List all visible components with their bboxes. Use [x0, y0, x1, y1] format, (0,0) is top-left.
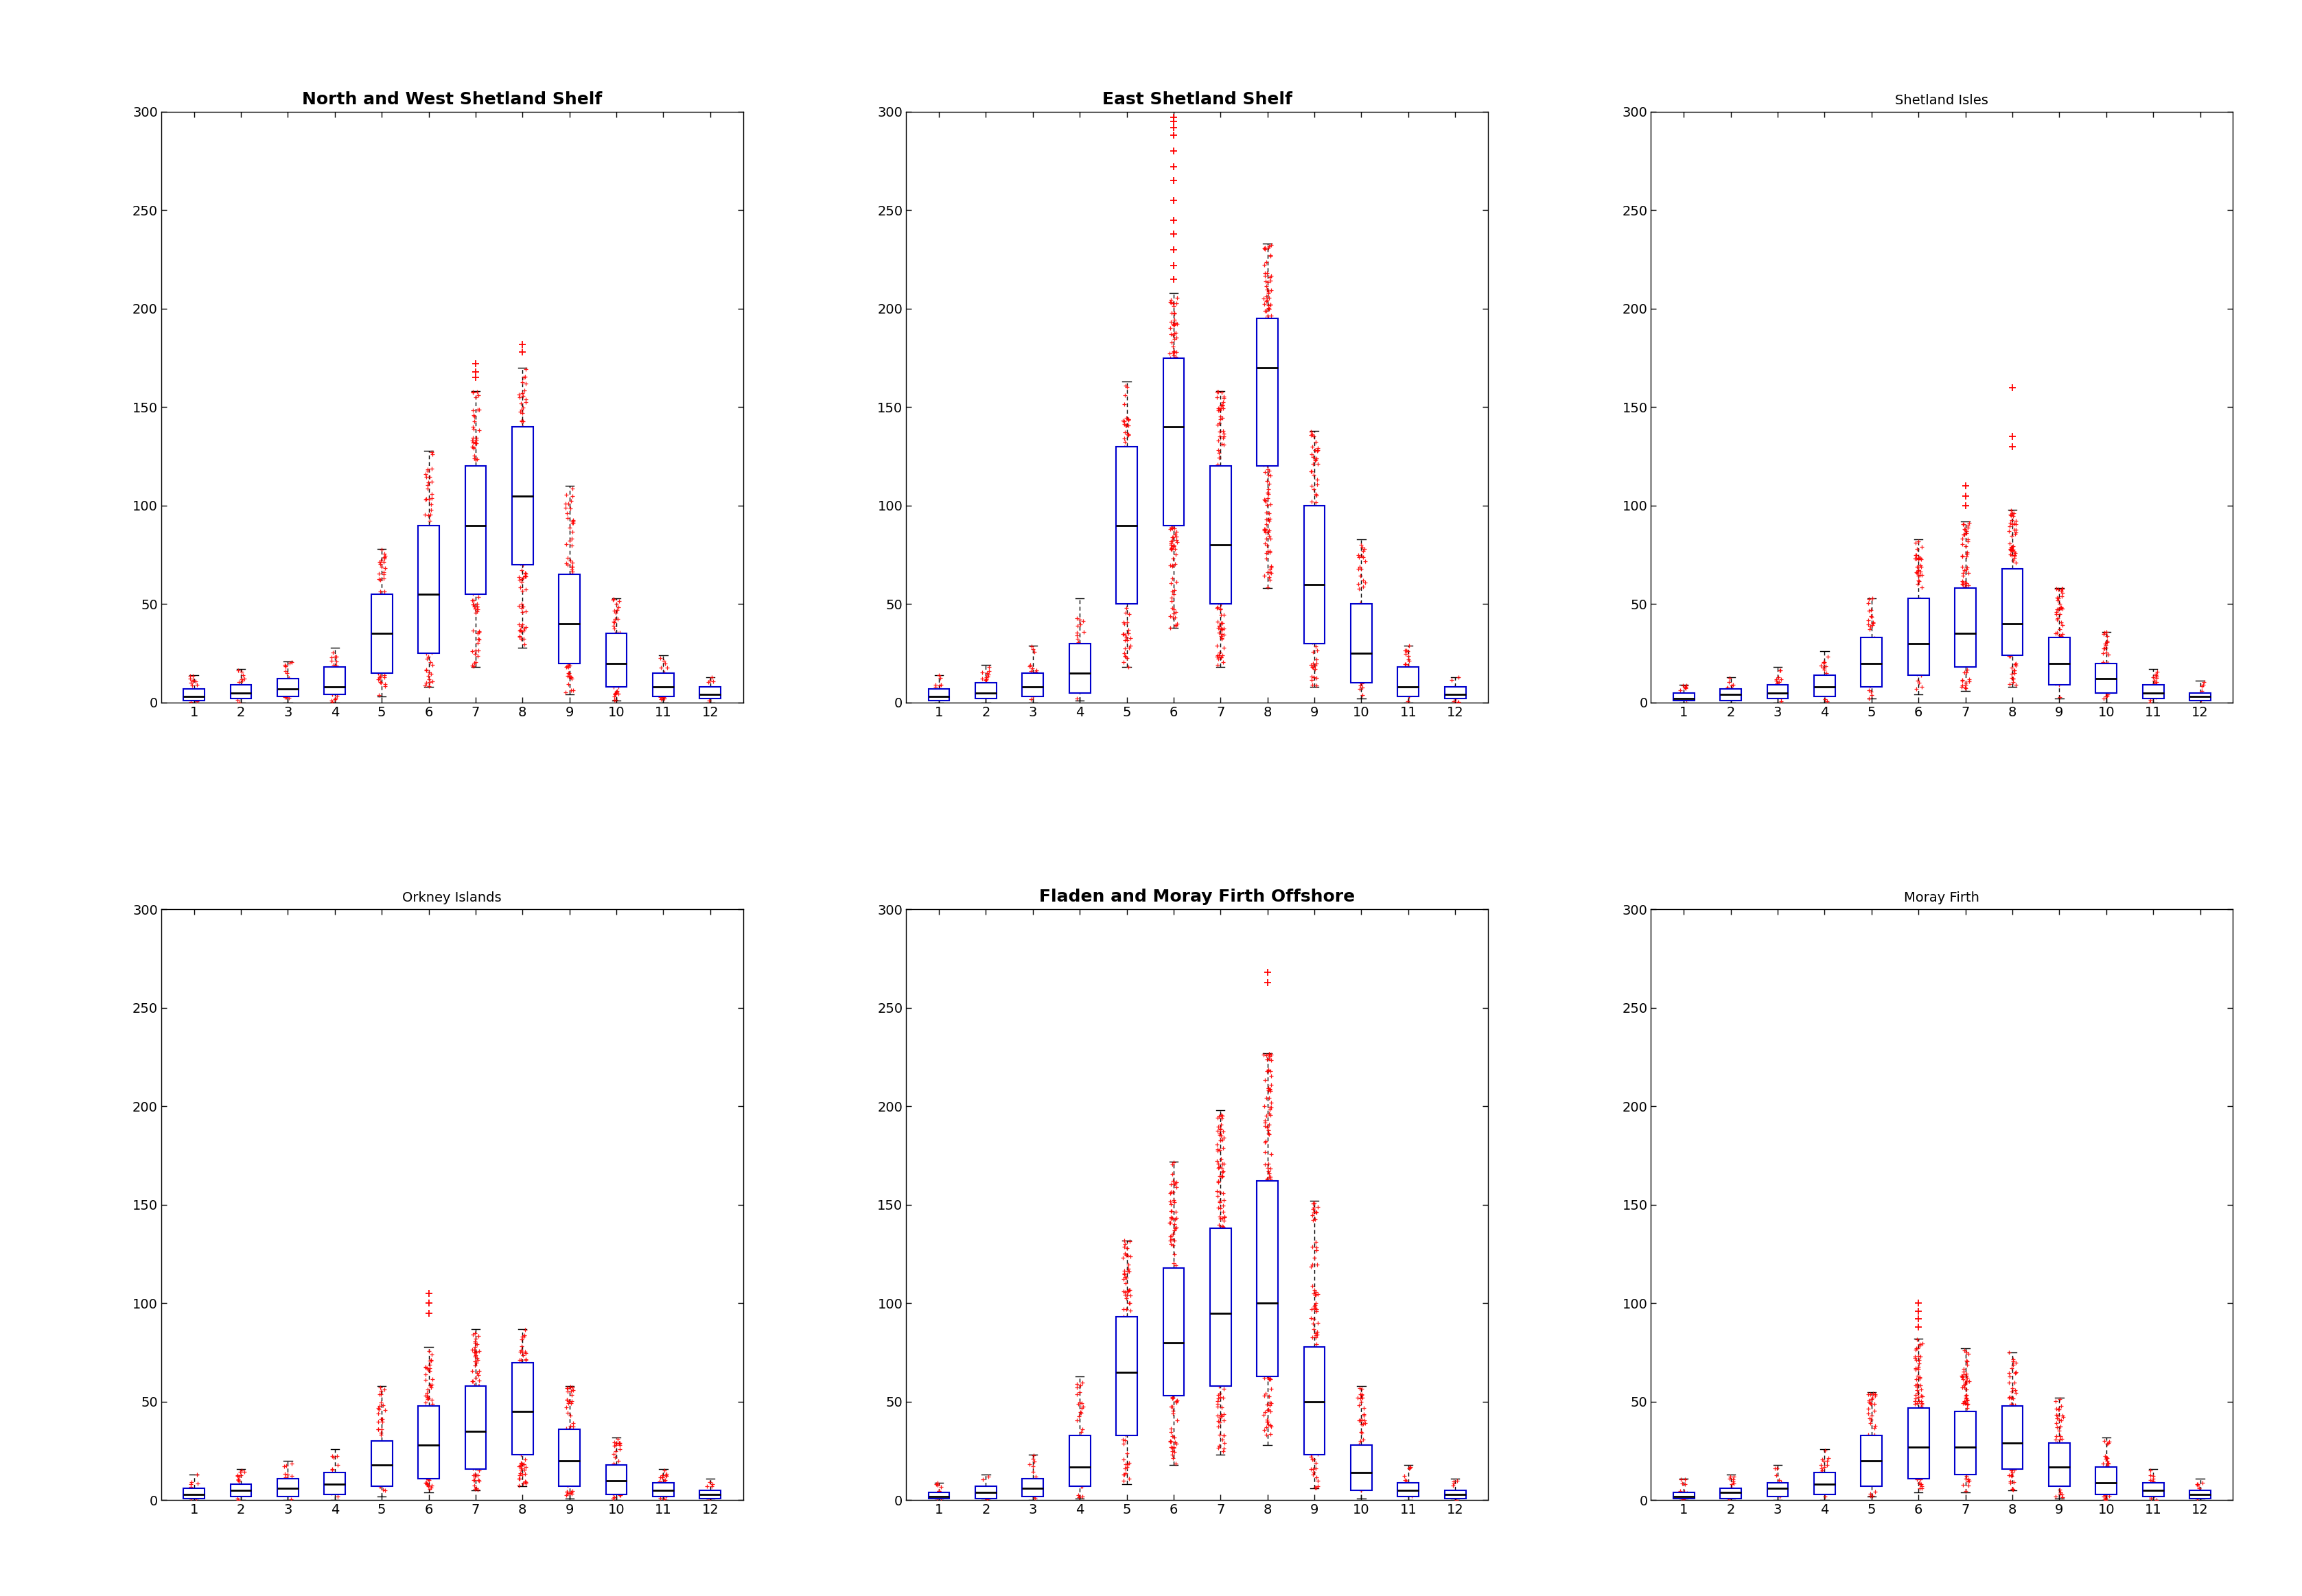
- Bar: [1257, 319, 1278, 466]
- Bar: [1860, 1435, 1883, 1486]
- Bar: [1674, 693, 1694, 701]
- Bar: [1351, 1444, 1372, 1491]
- Title: Shetland Isles: Shetland Isles: [1895, 94, 1989, 107]
- Bar: [1068, 643, 1091, 693]
- Bar: [654, 1483, 674, 1497]
- Title: North and West Shetland Shelf: North and West Shetland Shelf: [302, 91, 603, 107]
- Bar: [2003, 568, 2023, 656]
- Bar: [2143, 685, 2164, 699]
- Bar: [2143, 1483, 2164, 1497]
- Bar: [511, 426, 534, 565]
- Bar: [928, 689, 948, 701]
- Title: Moray Firth: Moray Firth: [1904, 892, 1980, 905]
- Title: Fladen and Moray Firth Offshore: Fladen and Moray Firth Offshore: [1038, 889, 1356, 905]
- Bar: [276, 1478, 299, 1497]
- Bar: [654, 674, 674, 697]
- Bar: [1116, 1317, 1137, 1435]
- Bar: [1022, 1478, 1043, 1497]
- Title: Orkney Islands: Orkney Islands: [403, 892, 502, 905]
- Bar: [1720, 689, 1740, 701]
- Bar: [700, 686, 721, 699]
- Bar: [371, 1441, 391, 1486]
- Bar: [605, 634, 626, 686]
- Bar: [976, 1486, 997, 1499]
- Bar: [2189, 693, 2210, 701]
- Bar: [419, 525, 440, 653]
- Bar: [2049, 637, 2069, 685]
- Bar: [1954, 589, 1975, 667]
- Bar: [605, 1465, 626, 1494]
- Bar: [1814, 1473, 1835, 1494]
- Bar: [1163, 358, 1183, 525]
- Title: East Shetland Shelf: East Shetland Shelf: [1103, 91, 1291, 107]
- Bar: [184, 1489, 205, 1499]
- Bar: [230, 1484, 251, 1497]
- Bar: [1768, 1483, 1789, 1497]
- Bar: [184, 689, 205, 701]
- Bar: [1954, 1411, 1975, 1475]
- Bar: [276, 678, 299, 697]
- Bar: [2003, 1406, 2023, 1468]
- Bar: [1446, 1491, 1466, 1499]
- Bar: [1351, 605, 1372, 683]
- Bar: [2049, 1443, 2069, 1486]
- Bar: [1768, 685, 1789, 699]
- Bar: [928, 1492, 948, 1499]
- Bar: [465, 466, 486, 594]
- Bar: [1303, 1347, 1326, 1456]
- Bar: [1257, 1181, 1278, 1376]
- Bar: [700, 1491, 721, 1499]
- Bar: [1211, 1229, 1232, 1385]
- Bar: [325, 667, 345, 694]
- Bar: [230, 685, 251, 699]
- Bar: [2095, 1467, 2118, 1494]
- Bar: [511, 1363, 534, 1456]
- Bar: [1446, 686, 1466, 699]
- Bar: [559, 575, 580, 664]
- Bar: [1116, 447, 1137, 605]
- Bar: [371, 594, 391, 674]
- Bar: [1163, 1267, 1183, 1396]
- Bar: [1211, 466, 1232, 605]
- Bar: [465, 1385, 486, 1468]
- Bar: [1814, 675, 1835, 697]
- Bar: [2095, 664, 2118, 693]
- Bar: [1860, 637, 1883, 686]
- Bar: [325, 1473, 345, 1494]
- Bar: [1303, 506, 1326, 643]
- Bar: [976, 683, 997, 699]
- Bar: [1908, 598, 1929, 675]
- Bar: [1720, 1489, 1740, 1499]
- Bar: [1397, 667, 1418, 697]
- Bar: [419, 1406, 440, 1478]
- Bar: [1397, 1483, 1418, 1497]
- Bar: [1022, 674, 1043, 697]
- Bar: [2189, 1491, 2210, 1499]
- Bar: [559, 1430, 580, 1486]
- Bar: [1908, 1408, 1929, 1478]
- Bar: [1674, 1492, 1694, 1499]
- Bar: [1068, 1435, 1091, 1486]
